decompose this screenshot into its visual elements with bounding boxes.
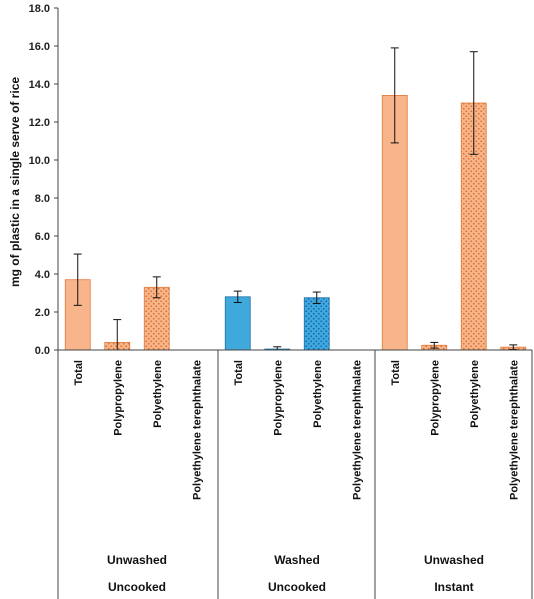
- category-label: Polyethylene terephthalate: [191, 360, 203, 500]
- category-label: Total: [233, 360, 245, 385]
- y-tick-label: 6.0: [35, 231, 50, 243]
- category-label: Polyethylene: [469, 360, 481, 428]
- axes-layer: [54, 7, 533, 599]
- y-tick-label: 18.0: [29, 3, 50, 15]
- group-label-top: Unwashed: [107, 553, 167, 567]
- y-tick-label: 2.0: [35, 307, 50, 319]
- group-label-top: Unwashed: [424, 553, 484, 567]
- y-tick-label: 4.0: [35, 269, 50, 281]
- category-label: Total: [73, 360, 85, 385]
- labels-layer: 0.0 2.0 4.0 6.0 8.0 10.0 12.0 14.0 16.0 18.0 Total…: [29, 3, 521, 594]
- y-tick-label: 0.0: [35, 345, 50, 357]
- category-label: Polyethylene terephthalate: [508, 360, 520, 500]
- bar-total: [224, 296, 251, 351]
- y-tick-label: 8.0: [35, 193, 50, 205]
- category-label: Polyethylene: [152, 360, 164, 428]
- category-label: Polyethylene terephthalate: [351, 360, 363, 500]
- group-label-bottom: Uncooked: [108, 580, 166, 594]
- bars-layer: [64, 47, 527, 351]
- y-axis-title: mg of plastic in a single serve of rice: [8, 77, 22, 287]
- group-label-bottom: Instant: [434, 580, 473, 594]
- bar-polyethylene: [303, 297, 330, 351]
- y-tick-label: 16.0: [29, 41, 50, 53]
- category-label: Total: [390, 360, 402, 385]
- group-label-bottom: Uncooked: [268, 580, 326, 594]
- category-label: Polypropylene: [112, 360, 124, 436]
- category-label: Polypropylene: [429, 360, 441, 436]
- y-tick-label: 10.0: [29, 155, 50, 167]
- group-label-top: Washed: [274, 553, 320, 567]
- y-tick-label: 12.0: [29, 117, 50, 129]
- category-label: Polyethylene: [312, 360, 324, 428]
- category-label: Polypropylene: [272, 360, 284, 436]
- y-tick-label: 14.0: [29, 79, 50, 91]
